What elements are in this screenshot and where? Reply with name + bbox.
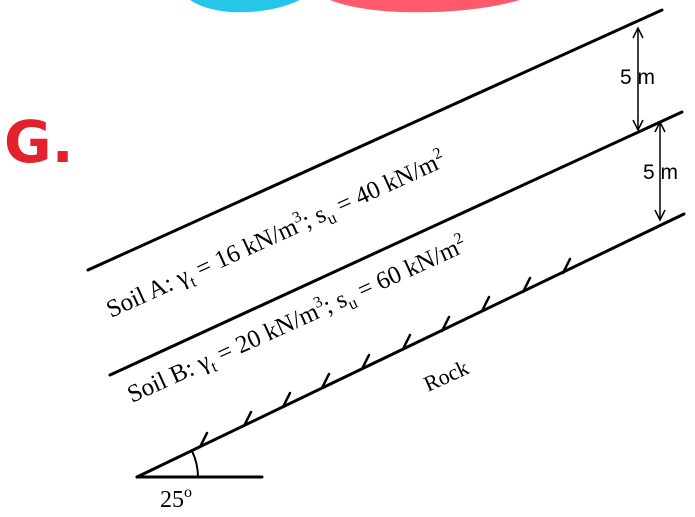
angle-degree-mark: o (184, 484, 192, 501)
arrowhead-down (632, 119, 644, 132)
hatch-mark (198, 431, 209, 449)
soil-a-su-value: = 40 kN/m (327, 149, 443, 221)
watermark-top-band-red (330, 0, 520, 13)
soil-interface-line (108, 110, 684, 377)
hatch-mark (561, 257, 572, 275)
watermark-top-band-cyan (190, 0, 300, 13)
hatch-mark (320, 372, 331, 390)
soil-b-label: Soil B: γt = 20 kN/m3; su = 60 kN/m2 (122, 230, 472, 413)
watermark: G. (4, 0, 520, 176)
soil-b-gamma-value: = 20 kN/m (207, 298, 323, 370)
dimension-lower (654, 120, 666, 222)
angle-label: 25o (160, 484, 192, 513)
soil-b-separator: ; s (319, 286, 351, 320)
dimension-upper (632, 26, 644, 132)
arrowhead-up (632, 26, 644, 39)
dimension-label-upper: 5 m (620, 66, 655, 89)
hatch-mark (242, 410, 253, 428)
slope-lines (86, 8, 686, 479)
rock-hatching (198, 257, 572, 449)
angle-value: 25 (160, 487, 184, 513)
rock-surface-line (135, 212, 686, 479)
arrowhead-up (654, 120, 666, 133)
hatch-mark (480, 295, 491, 313)
hatch-mark (440, 315, 451, 333)
soil-a-prefix: Soil A: (102, 267, 183, 323)
soil-b-su-value: = 60 kN/m (348, 234, 464, 306)
rock-label: Rock (420, 355, 473, 397)
angle-arc (191, 450, 199, 478)
arrowhead-down (654, 209, 666, 222)
hatch-mark (360, 353, 371, 371)
hatch-mark (401, 333, 412, 351)
hatch-mark (521, 276, 532, 294)
soil-b-prefix: Soil B: (123, 352, 204, 408)
dimension-label-lower: 5 m (643, 161, 678, 184)
hatch-mark (281, 391, 292, 409)
soil-a-gamma-value: = 16 kN/m (186, 213, 302, 285)
soil-a-separator: ; s (298, 201, 330, 235)
watermark-text: G. (4, 108, 74, 176)
ground-surface-line (86, 8, 664, 272)
